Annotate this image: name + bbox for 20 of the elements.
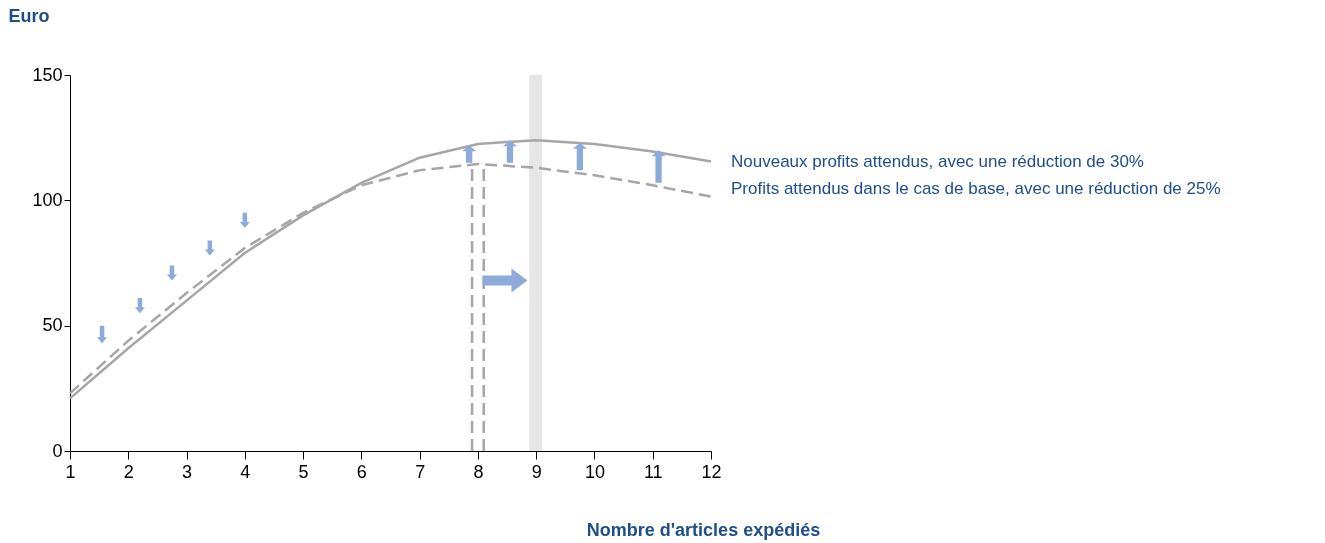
x-tick-label: 2 [123,461,134,482]
series-label: Profits attendus dans le cas de base, avec une réduction de 25% [731,178,1221,198]
y-tick-label: 0 [52,440,63,461]
y-tick-label: 50 [42,315,63,336]
x-tick-label: 11 [643,461,663,482]
x-axis-title: Nombre d'articles expédiés [586,519,821,540]
x-tick-label: 5 [298,461,309,482]
y-tick-label: 150 [32,64,63,85]
x-tick-label: 7 [415,461,426,482]
x-tick-label: 6 [356,461,367,482]
x-tick-label: 4 [240,461,251,482]
series-label: Nouveaux profits attendus, avec une réduction de 30% [731,152,1144,172]
y-axis-title: Euro [8,5,50,26]
x-tick-label: 3 [182,461,193,482]
y-tick-label: 100 [32,189,63,210]
x-tick-label: 8 [473,461,484,482]
x-tick-label: 12 [701,461,722,482]
x-tick-label: 1 [65,461,76,482]
x-tick-label: 10 [584,461,605,482]
x-tick-label: 9 [531,461,542,482]
